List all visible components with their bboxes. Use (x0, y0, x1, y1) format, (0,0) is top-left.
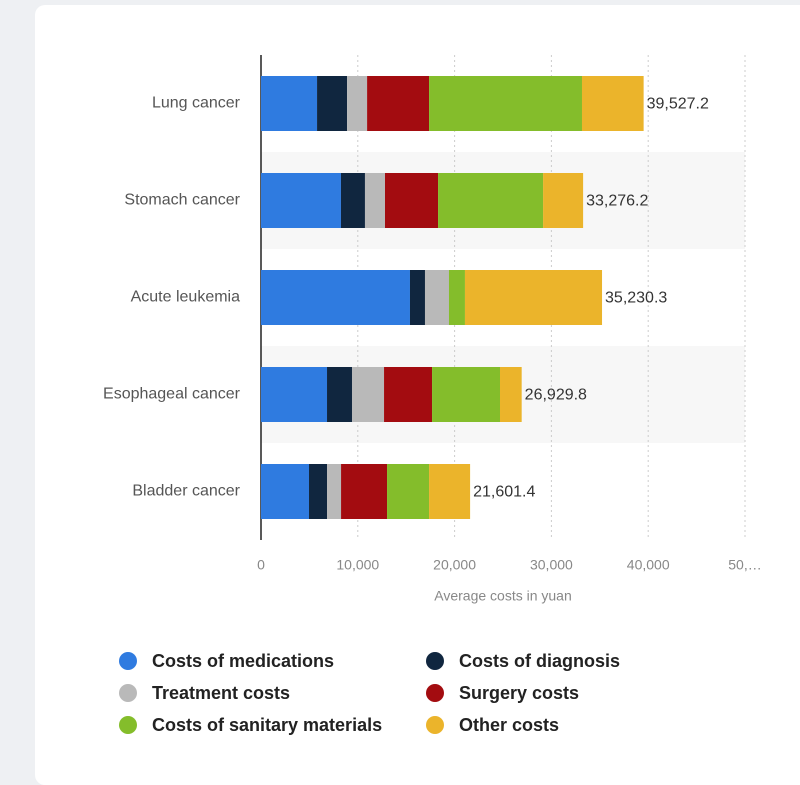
total-label: 21,601.4 (473, 484, 535, 501)
total-label: 35,230.3 (605, 290, 667, 307)
y-tick-label: Bladder cancer (132, 483, 240, 500)
x-tick-label: 20,000 (433, 557, 476, 573)
bar-segment (341, 464, 388, 519)
bar-segment (464, 270, 603, 325)
legend-marker (119, 652, 137, 670)
bar-segment (499, 367, 522, 422)
bar-segment (543, 173, 584, 228)
x-tick-label: 30,000 (530, 557, 573, 573)
legend-marker (426, 716, 444, 734)
total-label: 33,276.2 (586, 193, 648, 210)
x-tick-label: 0 (257, 557, 265, 573)
x-tick-label: 10,000 (336, 557, 379, 573)
bar-segment (261, 464, 310, 519)
bar-segment (438, 173, 544, 228)
bar-segment (367, 76, 430, 131)
x-tick-label: 40,000 (627, 557, 670, 573)
bar-segment (340, 173, 365, 228)
bar-segment (351, 367, 385, 422)
legend-label: Other costs (459, 715, 559, 735)
y-tick-label: Lung cancer (152, 95, 241, 112)
bar-segment (429, 76, 582, 131)
legend-label: Treatment costs (152, 683, 290, 703)
bar-segment (261, 173, 341, 228)
y-tick-label: Acute leukemia (131, 289, 240, 306)
legend-marker (119, 684, 137, 702)
legend-label: Costs of sanitary materials (152, 715, 382, 735)
legend-marker (426, 684, 444, 702)
bar-segment (327, 464, 342, 519)
bar-segment (317, 76, 348, 131)
bar-segment (327, 367, 352, 422)
bar-segment (309, 464, 328, 519)
total-label: 26,929.8 (525, 387, 587, 404)
legend-label: Surgery costs (459, 683, 579, 703)
bar-segment (409, 270, 425, 325)
bar-segment (448, 270, 465, 325)
legend-label: Costs of diagnosis (459, 651, 620, 671)
chart: Average costs in yuan 0 10,000 20,000 30,00… (103, 55, 762, 735)
y-tick-label: Stomach cancer (124, 192, 240, 209)
y-tick-label: Esophageal cancer (103, 386, 241, 403)
x-axis-title: Average costs in yuan (434, 588, 572, 604)
bar-segment (384, 367, 433, 422)
bar-segment (581, 76, 644, 131)
bar-segment (261, 270, 410, 325)
legend-marker (426, 652, 444, 670)
bar-segment (429, 464, 471, 519)
legend-label: Costs of medications (152, 651, 334, 671)
bar-segment (385, 173, 439, 228)
bar-segment (432, 367, 500, 422)
legend-marker (119, 716, 137, 734)
x-tick-label: 50,… (728, 557, 761, 573)
bar-segment (364, 173, 386, 228)
bar-segment (347, 76, 368, 131)
bar-segment (387, 464, 430, 519)
total-label: 39,527.2 (647, 96, 709, 113)
bar-segment (261, 76, 318, 131)
bar-segment (424, 270, 449, 325)
bar-segment (261, 367, 328, 422)
